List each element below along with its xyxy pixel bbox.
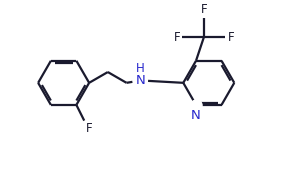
Text: N: N xyxy=(191,109,201,122)
Text: F: F xyxy=(227,31,234,44)
Text: F: F xyxy=(174,31,180,44)
Text: F: F xyxy=(201,3,207,16)
Text: F: F xyxy=(86,122,93,135)
Text: H: H xyxy=(136,62,145,75)
Text: N: N xyxy=(135,74,145,87)
